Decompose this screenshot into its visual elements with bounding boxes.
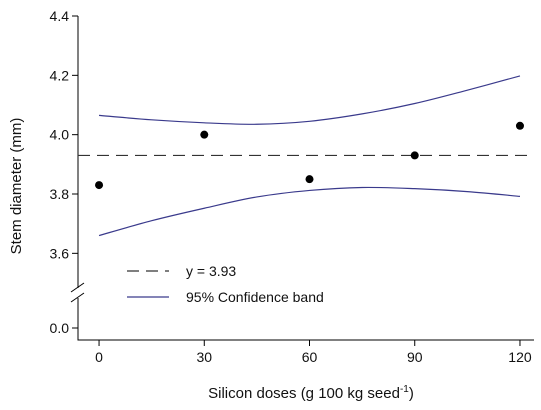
y-axis-label: Stem diameter (mm): [8, 118, 25, 255]
x-tick-label: 90: [407, 349, 423, 365]
y-axis-break-mark: [70, 282, 85, 303]
legend-band-label: 95% Confidence band: [186, 289, 324, 305]
y-tick-label: 4.4: [50, 8, 70, 24]
confidence-band-upper: [98, 75, 521, 125]
confidence-band-lower: [98, 186, 521, 237]
data-point: [515, 121, 524, 130]
y-tick-label: 3.8: [50, 186, 70, 202]
data-points: [95, 121, 524, 190]
x-tick-label: 30: [196, 349, 212, 365]
y-tick-label-break: 0.0: [50, 320, 70, 336]
data-point: [95, 181, 104, 190]
plot-area: 3.6 3.8 4.0 4.2 4.4 0.0 0 30 60 90 120: [50, 8, 534, 365]
data-point: [410, 151, 419, 160]
data-point: [200, 130, 209, 139]
x-axis-label-main: Silicon doses (g 100 kg seed: [208, 385, 400, 402]
x-tick-label: 120: [508, 349, 532, 365]
x-axis-label-end: ): [409, 385, 414, 402]
x-tick-label: 0: [95, 349, 103, 365]
axis-frame: [77, 16, 534, 341]
x-tick-label: 60: [302, 349, 318, 365]
x-axis-label: Silicon doses (g 100 kg seed-1): [208, 384, 414, 402]
data-point: [305, 175, 314, 184]
legend-mean-label: y = 3.93: [186, 263, 236, 279]
legend: y = 3.93 95% Confidence band: [127, 263, 324, 305]
y-axis-ticks: 3.6 3.8 4.0 4.2 4.4 0.0: [50, 8, 78, 336]
y-tick-label: 3.6: [50, 245, 70, 261]
y-tick-label: 4.0: [50, 127, 70, 143]
y-tick-label: 4.2: [50, 67, 70, 83]
x-axis-ticks: 0 30 60 90 120: [95, 340, 532, 365]
x-axis-label-superscript: -1: [400, 384, 409, 395]
